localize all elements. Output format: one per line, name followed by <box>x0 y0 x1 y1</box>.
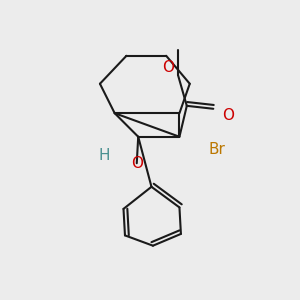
Text: O: O <box>222 108 234 123</box>
Text: O: O <box>131 156 143 171</box>
Text: Br: Br <box>209 142 226 158</box>
Text: H: H <box>99 148 110 164</box>
Text: O: O <box>162 60 174 75</box>
